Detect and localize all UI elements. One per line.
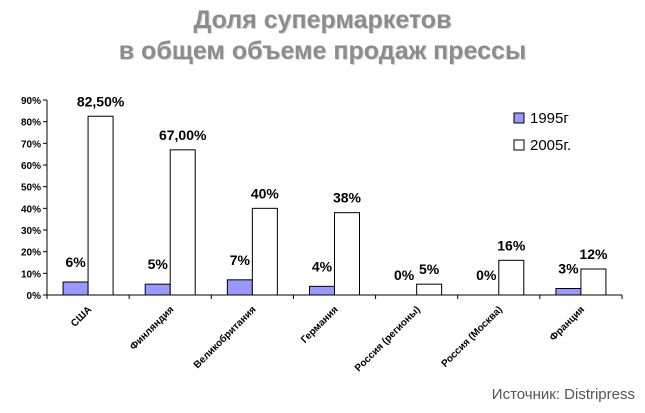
data-label-2005: 5% xyxy=(419,261,440,277)
bar-1995 xyxy=(144,283,171,296)
data-label-1995: 0% xyxy=(394,267,415,283)
y-tick-label: 0% xyxy=(27,291,42,302)
legend-swatch-2005 xyxy=(513,139,525,151)
bar-2005 xyxy=(416,283,443,296)
y-tick-label: 30% xyxy=(21,226,41,237)
category-label: Финляндия xyxy=(128,304,176,352)
bar-2005 xyxy=(169,149,196,296)
category-label: Великобритания xyxy=(191,304,258,371)
y-tick-label: 60% xyxy=(21,161,41,172)
bar-1995 xyxy=(555,288,582,296)
data-label-2005: 82,50% xyxy=(77,93,125,109)
bar-2005 xyxy=(87,115,114,296)
bar-2005 xyxy=(334,212,360,296)
source-note: Источник: Distripress xyxy=(491,386,635,403)
bar-1995 xyxy=(226,279,253,296)
y-tick-label: 40% xyxy=(21,204,41,215)
legend-label-1995: 1995г xyxy=(530,110,569,127)
data-label-2005: 40% xyxy=(251,185,280,201)
chart-title-line2: в общем объеме продаж прессы xyxy=(118,37,527,65)
data-label-2005: 38% xyxy=(333,190,362,206)
data-label-1995: 3% xyxy=(558,261,579,277)
bar-2005 xyxy=(251,207,278,296)
data-label-2005: 12% xyxy=(579,246,608,262)
category-label: США xyxy=(69,304,94,329)
y-tick-label: 90% xyxy=(21,96,41,107)
data-label-1995: 4% xyxy=(312,258,333,274)
data-label-1995: 0% xyxy=(476,267,497,283)
category-label: Россия (регионы) xyxy=(353,304,423,374)
category-label: Германия xyxy=(299,304,341,346)
legend-label-2005: 2005г. xyxy=(530,137,571,154)
bar-2005 xyxy=(580,268,607,296)
y-tick-label: 70% xyxy=(21,139,41,150)
data-label-2005: 67,00% xyxy=(159,127,207,143)
legend-swatch-1995 xyxy=(513,112,525,124)
y-tick-label: 80% xyxy=(21,118,41,129)
y-tick-label: 10% xyxy=(21,269,41,280)
chart-title-line1: Доля супермаркетов xyxy=(193,6,452,34)
data-label-1995: 6% xyxy=(65,254,86,270)
category-label: Россия (Москва) xyxy=(440,304,505,369)
bar-1995 xyxy=(62,281,89,296)
y-tick-label: 50% xyxy=(21,183,41,194)
data-label-1995: 7% xyxy=(230,252,251,268)
data-label-2005: 16% xyxy=(497,237,526,253)
bar-1995 xyxy=(309,285,335,296)
y-tick-label: 20% xyxy=(21,248,41,259)
category-label: Франция xyxy=(548,304,587,343)
data-label-1995: 5% xyxy=(148,256,169,272)
bar-2005 xyxy=(498,259,525,296)
